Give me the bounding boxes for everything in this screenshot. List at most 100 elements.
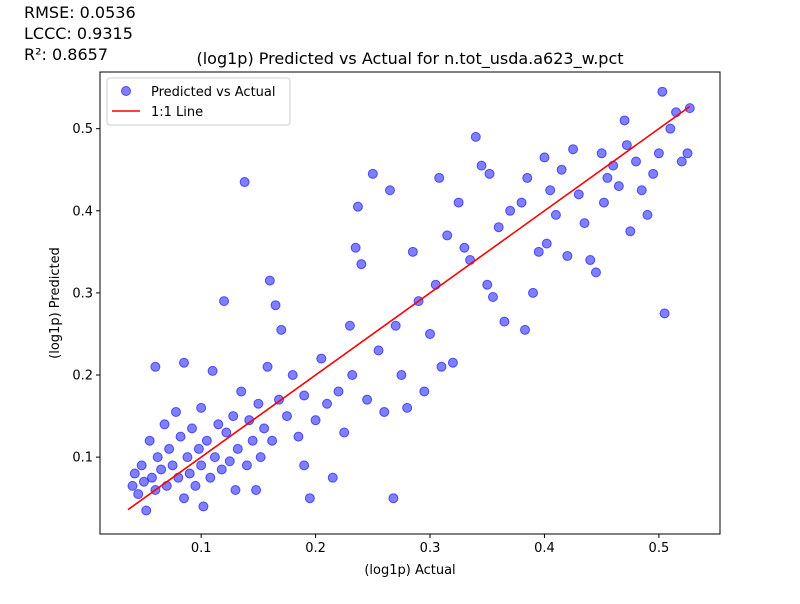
point [344, 320, 355, 331]
point [287, 370, 298, 381]
point [367, 168, 378, 179]
point [487, 292, 498, 303]
point [299, 390, 310, 401]
point [585, 255, 596, 266]
point [350, 242, 361, 253]
point [136, 460, 147, 471]
point [184, 468, 195, 479]
point [625, 226, 636, 237]
y-tick-label: 0.1 [72, 451, 93, 466]
point [232, 443, 243, 454]
point [499, 316, 510, 327]
x-axis-label: (log1p) Actual [364, 563, 455, 578]
y-axis-label: (log1p) Predicted [48, 247, 63, 359]
x-tick-label: 0.3 [420, 541, 441, 556]
point [333, 386, 344, 397]
point [129, 468, 140, 479]
point [373, 345, 384, 356]
x-tick-label: 0.4 [534, 541, 555, 556]
point [459, 242, 470, 253]
point [216, 464, 227, 475]
point [388, 493, 399, 504]
point [182, 452, 193, 463]
point [152, 452, 163, 463]
point [262, 361, 273, 372]
point [352, 201, 363, 212]
point [659, 308, 670, 319]
point [213, 419, 224, 430]
point [356, 259, 367, 270]
point [207, 365, 218, 376]
point [470, 131, 481, 142]
point [310, 415, 321, 426]
legend: Predicted vs Actual 1:1 Line [106, 77, 291, 126]
y-tick-label: 0.4 [72, 204, 93, 219]
point [384, 185, 395, 196]
point [150, 361, 161, 372]
point [362, 394, 373, 405]
point [436, 361, 447, 372]
point [545, 185, 556, 196]
point [676, 156, 687, 167]
point [170, 406, 181, 417]
point [482, 279, 493, 290]
point [299, 460, 310, 471]
point [196, 460, 207, 471]
point [533, 246, 544, 257]
point [665, 123, 676, 134]
point [247, 435, 258, 446]
point [484, 168, 495, 179]
point [419, 386, 430, 397]
point [259, 423, 270, 434]
y-tick-label: 0.5 [72, 122, 93, 137]
point [327, 472, 338, 483]
point [146, 472, 157, 483]
point [190, 480, 201, 491]
legend-label: Predicted vs Actual [151, 85, 275, 100]
point [657, 86, 668, 97]
point [568, 144, 579, 155]
point [539, 152, 550, 163]
point [178, 493, 189, 504]
point [253, 398, 264, 409]
point [682, 148, 693, 159]
point [322, 398, 333, 409]
legend-marker [121, 86, 131, 96]
point [598, 197, 609, 208]
point [138, 476, 149, 487]
point [193, 443, 204, 454]
point [316, 353, 327, 364]
point [304, 493, 315, 504]
point [516, 197, 527, 208]
point [241, 460, 252, 471]
point [230, 484, 241, 495]
point [175, 431, 186, 442]
point [379, 406, 390, 417]
point [442, 230, 453, 241]
point [619, 115, 630, 126]
point [648, 168, 659, 179]
point [144, 435, 155, 446]
y-tick-label: 0.3 [72, 286, 93, 301]
point [205, 472, 216, 483]
stat-rmse: RMSE: 0.0536 [24, 3, 136, 22]
point [579, 218, 590, 229]
point [621, 140, 632, 151]
y-tick-label: 0.2 [72, 369, 93, 384]
point [453, 197, 464, 208]
x-tick-label: 0.5 [649, 541, 670, 556]
point [390, 320, 401, 331]
point [631, 156, 642, 167]
point [636, 185, 647, 196]
point [221, 427, 232, 438]
plot-frame [99, 71, 721, 535]
point [273, 394, 284, 405]
point [141, 505, 152, 516]
point [228, 411, 239, 422]
point [425, 328, 436, 339]
point [653, 148, 664, 159]
point [613, 181, 624, 192]
legend-label: 1:1 Line [151, 105, 203, 120]
point [156, 464, 167, 475]
